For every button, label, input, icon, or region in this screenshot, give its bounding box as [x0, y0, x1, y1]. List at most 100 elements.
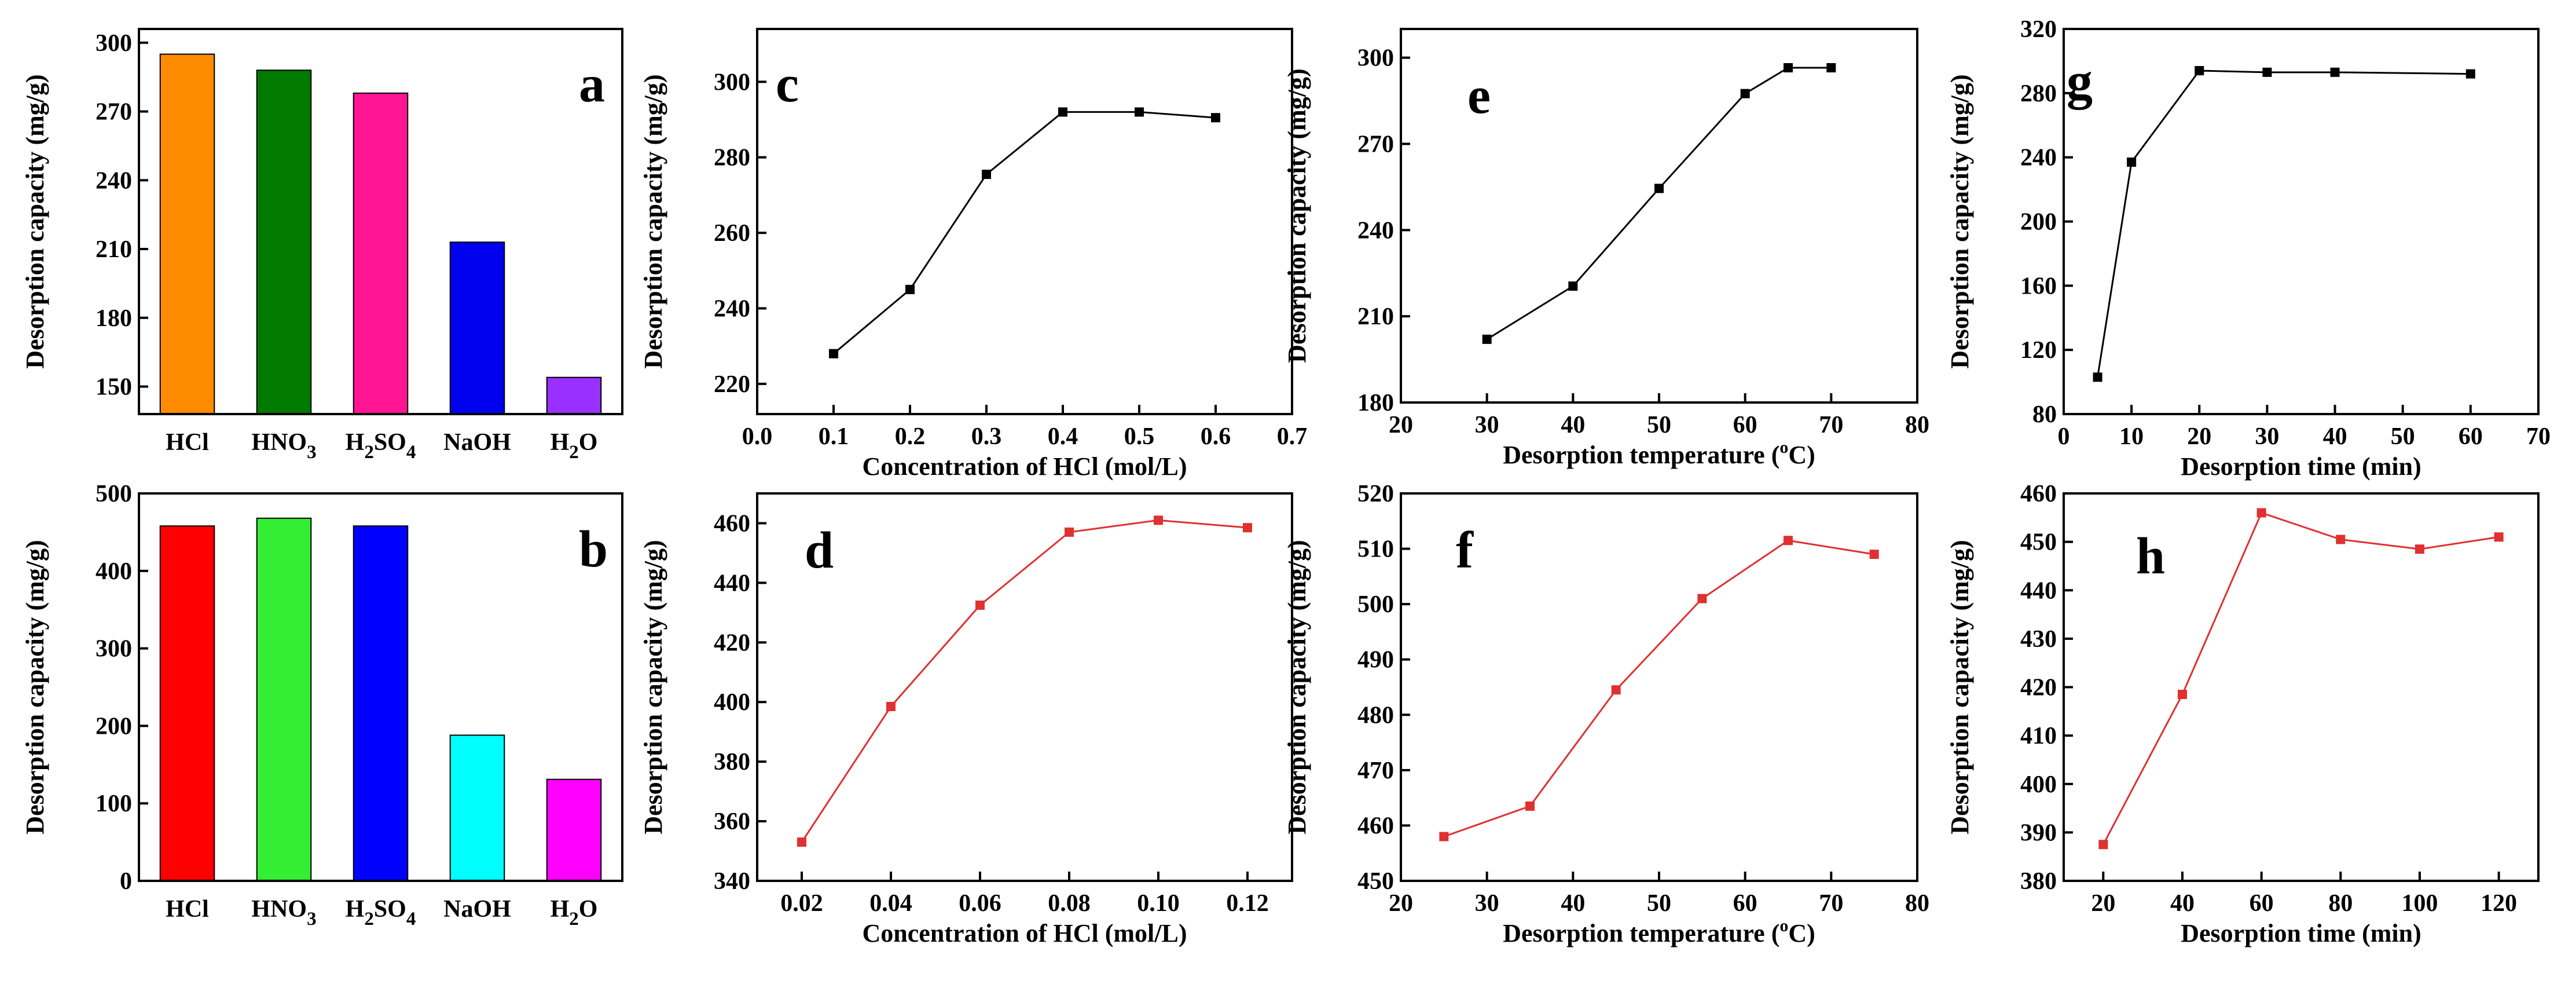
y-tick-label-f: 500: [1357, 591, 1394, 618]
x-tick-label-c: 0.1: [819, 423, 849, 450]
data-point-c-2: [982, 170, 991, 180]
x-tick-label-h: 20: [2091, 890, 2115, 917]
label-run: O: [579, 429, 598, 456]
x-tick-label-e: 40: [1561, 412, 1585, 438]
data-point-h-3: [2336, 535, 2346, 544]
y-tick-label-g: 280: [2020, 80, 2057, 107]
x-tick-label-g: 30: [2255, 423, 2279, 450]
data-point-c-3: [1058, 107, 1067, 117]
x-tick-label-f: 60: [1733, 890, 1757, 917]
y-tick-label-f: 510: [1357, 536, 1394, 563]
panel-label-e: e: [1467, 67, 1491, 125]
y-tick-label-f: 460: [1357, 813, 1394, 839]
y-tick-label-f: 520: [1357, 481, 1394, 507]
y-tick-label-g: 240: [2020, 145, 2057, 171]
data-point-c-1: [905, 284, 915, 294]
y-tick-label-b: 200: [96, 713, 132, 740]
y-tick-label-f: 490: [1357, 647, 1394, 674]
x-tick-label-e: 20: [1389, 412, 1413, 438]
panel-h: 380 390 400 410 420 430 440 450 460 Desorption ca…: [1946, 481, 2540, 947]
y-tick-label-f: 470: [1357, 758, 1394, 784]
panel-label-f: f: [1456, 522, 1474, 579]
y-tick-label-h: 450: [2020, 529, 2057, 556]
y-tick-label-b: 0: [120, 868, 132, 895]
y-tick-label-d: 400: [714, 689, 750, 716]
label-run: Desorption temperature (: [1503, 441, 1779, 469]
y-tick-label-h: 430: [2020, 626, 2057, 653]
label-run: 4: [406, 909, 416, 930]
x-tick-label-e: 50: [1647, 412, 1671, 438]
x-category-label-a: HCl: [166, 429, 209, 456]
data-point-h-2: [2256, 508, 2266, 518]
data-point-g-5: [2465, 69, 2475, 79]
y-tick-label-b: 300: [96, 636, 132, 663]
x-tick-label-d: 0.04: [869, 890, 912, 917]
y-tick-label-f: 480: [1357, 702, 1394, 729]
x-category-label-b: HCl: [166, 896, 209, 923]
label-run: SO: [374, 429, 406, 456]
x-axis-title-c: Concentration of HCl (mol/L): [863, 452, 1187, 481]
x-tick-label-d: 0.12: [1226, 890, 1269, 917]
x-tick-label-g: 40: [2323, 423, 2347, 450]
x-tick-label-h: 80: [2328, 890, 2353, 917]
x-category-label-b: H2​O: [551, 896, 598, 930]
x-tick-label-h: 40: [2170, 890, 2195, 917]
y-tick-label-a: 270: [96, 99, 132, 126]
y-axis-title-c: Desorption capacity (mg/g): [639, 74, 667, 368]
x-category-label-a: H2​O: [551, 429, 598, 463]
bar-a-H2SO4: [353, 92, 409, 415]
panel-label-c: c: [776, 56, 799, 113]
y-tick-label-g: 320: [2020, 16, 2057, 43]
panel-a: HCl HNO3​ H2​SO4​ NaOH H2​O 150 180 210 240 270 30…: [21, 28, 623, 463]
bar-b-H2O: [546, 778, 602, 882]
x-tick-label-c: 0.2: [895, 423, 926, 450]
series-line-e: [1486, 67, 1832, 341]
plot-frame-g: [2063, 28, 2540, 415]
y-axis-title-f: Desorption capacity (mg/g): [1283, 540, 1311, 834]
label-run: SO: [374, 896, 406, 923]
label-run: C): [1788, 441, 1815, 469]
data-point-h-4: [2415, 544, 2424, 554]
data-point-d-5: [1243, 523, 1252, 533]
panel-c: 220 240 260 280 300 Desorption capacity (mg/g…: [639, 28, 1307, 481]
x-tick-label-h: 100: [2402, 890, 2438, 917]
data-point-d-4: [1154, 515, 1163, 525]
x-tick-label-f: 50: [1647, 890, 1671, 917]
data-point-f-1: [1525, 801, 1535, 811]
panel-b: HCl HNO3​ H2​SO4​ NaOH H2​O 0 100 200 300 400 500 D…: [21, 481, 623, 930]
x-category-label-b: H2​SO4​: [346, 896, 416, 930]
y-tick-label-g: 200: [2020, 209, 2057, 236]
x-tick-label-h: 60: [2250, 890, 2274, 917]
x-tick-label-g: 50: [2391, 423, 2415, 450]
bar-a-H2O: [546, 376, 602, 415]
y-tick-label-b: 400: [96, 558, 132, 585]
data-point-f-4: [1784, 536, 1793, 546]
plot-frame-f: [1400, 492, 1918, 882]
series-line-h: [2102, 511, 2499, 845]
label-run: 2: [364, 909, 374, 930]
data-point-e-2: [1654, 184, 1664, 193]
x-axis-title-e: Desorption temperature (o​C): [1503, 438, 1815, 469]
y-tick-label-g: 160: [2020, 273, 2057, 299]
y-tick-label-f: 450: [1357, 868, 1394, 895]
series-line-g: [2097, 69, 2471, 378]
label-run: C): [1788, 919, 1815, 947]
label-run: o: [1779, 438, 1788, 457]
data-point-c-5: [1211, 113, 1220, 123]
label-run: 4: [406, 442, 416, 463]
data-point-g-2: [2195, 66, 2204, 76]
bar-a-HCl: [159, 53, 215, 415]
y-axis-title-e: Desorption capacity (mg/g): [1283, 68, 1311, 363]
data-point-d-3: [1065, 527, 1074, 537]
label-run: H: [346, 429, 365, 456]
x-axis-title-g: Desorption time (min): [2181, 452, 2421, 481]
data-point-g-1: [2127, 157, 2137, 167]
y-tick-label-e: 300: [1357, 45, 1394, 72]
label-run: O: [579, 896, 598, 923]
label-run: o: [1779, 916, 1788, 935]
data-point-e-1: [1568, 281, 1578, 291]
y-tick-label-c: 300: [714, 69, 750, 96]
x-tick-label-e: 60: [1733, 412, 1757, 438]
data-point-f-3: [1697, 594, 1707, 603]
